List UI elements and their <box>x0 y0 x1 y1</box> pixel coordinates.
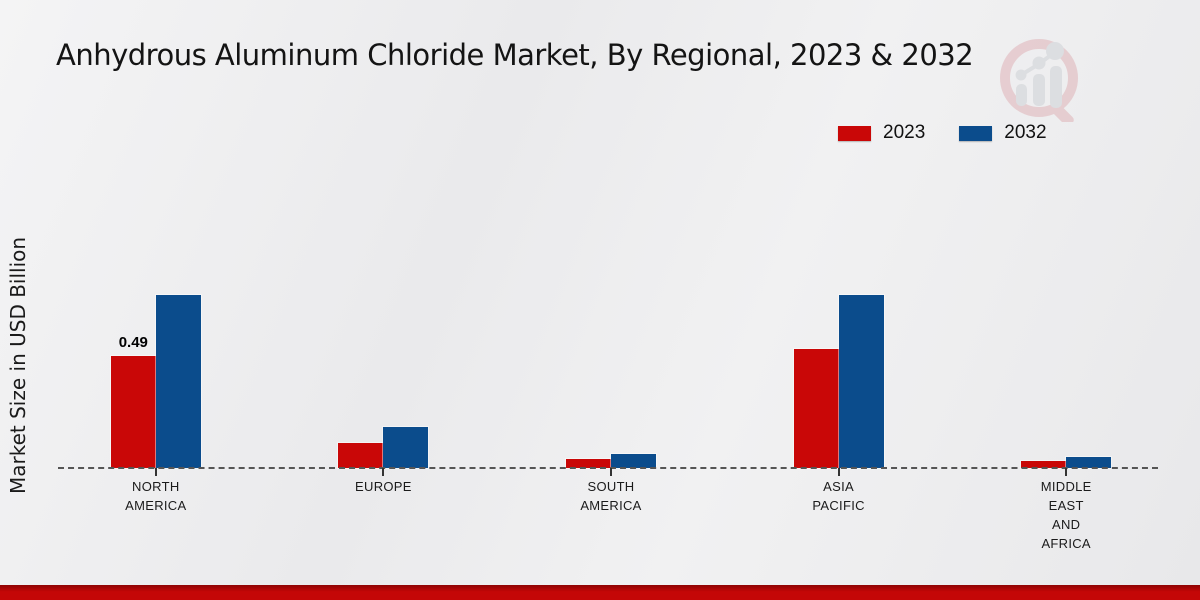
bar-2023-north-america <box>109 355 157 469</box>
legend-item-2023: 2023 <box>838 122 925 144</box>
legend-label: 2032 <box>1004 122 1047 143</box>
category-label-europe: EUROPE <box>355 479 412 494</box>
category-label-south-america: SOUTH AMERICA <box>580 479 642 513</box>
bar-2023-asia-pacific <box>792 348 840 469</box>
category-label-asia-pacific: ASIA PACIFIC <box>812 479 865 513</box>
x-axis-tick <box>382 468 385 476</box>
category-label-north-america: NORTH AMERICA <box>125 479 187 513</box>
bar-2032-north-america <box>154 294 202 469</box>
bar-2023-south-america <box>565 458 612 469</box>
x-axis-tick <box>610 468 612 476</box>
legend-swatch-2023 <box>838 125 871 141</box>
x-axis-tick <box>154 468 157 476</box>
chart-title: Anhydrous Aluminum Chloride Market, By R… <box>56 38 974 72</box>
magnifier-bar-chart-logo-icon <box>995 26 1087 127</box>
bar-2023-europe <box>337 442 385 469</box>
x-axis-tick <box>1065 468 1068 476</box>
bar-value-label: 0.49 <box>118 334 148 351</box>
x-axis-baseline <box>58 467 1158 469</box>
bar-2032-south-america <box>610 453 657 469</box>
legend: 2023 2032 <box>838 122 1047 144</box>
legend-item-2032: 2032 <box>959 122 1047 144</box>
bar-2023-middle-east-and-africa <box>1020 460 1068 469</box>
category-label-middle-east-and-africa: MIDDLE EAST AND AFRICA <box>1040 479 1092 551</box>
bar-2032-asia-pacific <box>837 294 885 469</box>
bar-2032-europe <box>382 426 430 469</box>
bar-2032-middle-east-and-africa <box>1065 456 1113 469</box>
x-axis-tick <box>837 468 840 476</box>
legend-swatch-2032 <box>959 125 993 141</box>
legend-label: 2023 <box>883 122 926 143</box>
footer-bar <box>0 585 1200 600</box>
